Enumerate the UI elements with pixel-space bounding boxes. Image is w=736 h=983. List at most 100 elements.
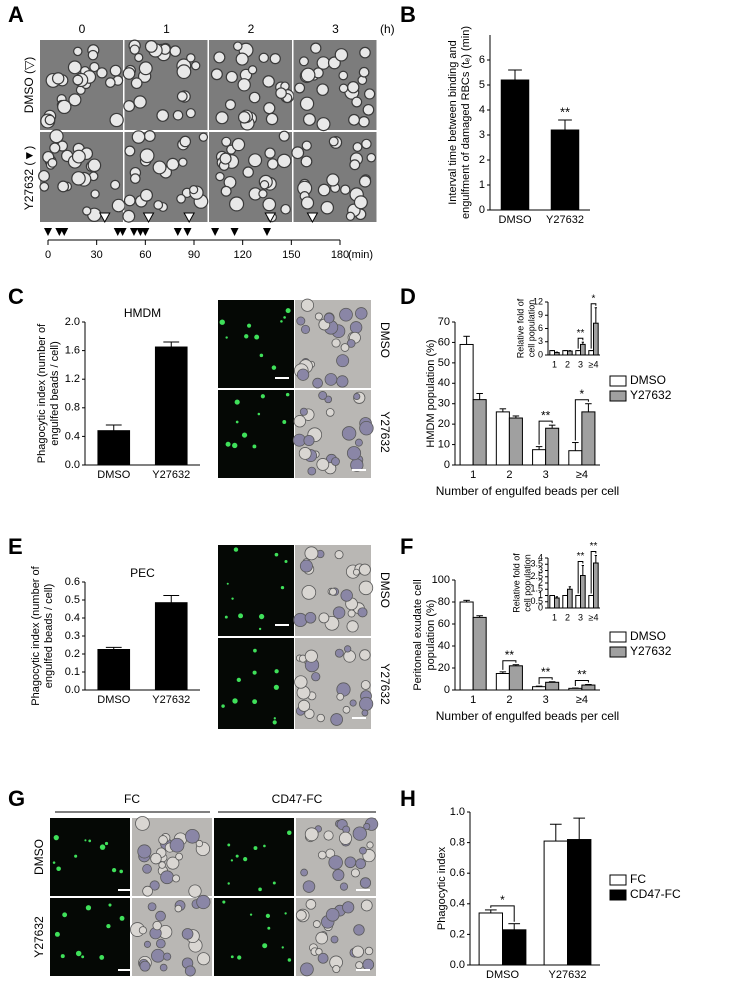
cell xyxy=(300,155,313,168)
cell xyxy=(220,185,232,197)
y-tick-label: 0.6 xyxy=(450,867,465,879)
cell xyxy=(111,198,126,213)
cell xyxy=(302,880,316,893)
cell xyxy=(359,846,367,855)
cell xyxy=(360,899,373,912)
time-unit: (h) xyxy=(380,22,395,36)
micrograph xyxy=(294,638,374,729)
cell xyxy=(247,65,258,75)
row-label: Y27632 (▼) xyxy=(22,146,36,211)
cell xyxy=(324,373,338,386)
cell xyxy=(342,705,351,714)
y-tick-label: 0.5 xyxy=(530,596,543,606)
cell xyxy=(89,61,100,73)
cell xyxy=(169,45,182,57)
fluorescent-bead xyxy=(263,844,266,848)
cell xyxy=(262,197,277,212)
cell xyxy=(340,589,353,602)
cell xyxy=(351,96,363,108)
bar xyxy=(549,350,556,356)
cell xyxy=(196,894,211,910)
cell xyxy=(166,157,180,171)
cell xyxy=(172,874,181,883)
cell xyxy=(150,852,162,865)
significance-bracket xyxy=(574,680,589,687)
cell xyxy=(353,924,365,936)
bar xyxy=(154,346,188,466)
significance-label: ** xyxy=(590,541,598,552)
panel-letter: B xyxy=(400,2,416,27)
fluorescent-bead xyxy=(108,903,112,907)
bar xyxy=(545,681,560,691)
cell xyxy=(152,920,162,931)
row-label: DMSO (▽) xyxy=(22,57,36,114)
bar xyxy=(459,343,474,466)
cell xyxy=(304,649,318,663)
fluorescent-bead xyxy=(62,912,68,918)
micrograph xyxy=(209,130,292,223)
significance-bracket xyxy=(574,399,589,441)
legend-swatch xyxy=(609,874,627,886)
x-tick-label: 1 xyxy=(470,694,476,706)
cell xyxy=(291,146,305,160)
y-axis-label: Peritoneal exudate cell xyxy=(412,579,424,690)
bar xyxy=(580,343,586,356)
bar xyxy=(581,411,596,466)
error-bar xyxy=(105,424,122,431)
micrograph xyxy=(295,898,376,977)
cell xyxy=(300,324,311,334)
cell xyxy=(184,965,196,977)
cell xyxy=(130,77,143,90)
cell xyxy=(316,83,329,96)
significance-bracket xyxy=(590,551,597,594)
row-label: DMSO xyxy=(32,839,46,875)
x-tick-label: 30 xyxy=(91,249,103,261)
cell xyxy=(318,391,328,400)
y-tick-label: 0.0 xyxy=(65,684,80,696)
cell xyxy=(361,138,372,150)
cell xyxy=(276,153,292,169)
cell xyxy=(225,70,238,84)
cell xyxy=(123,100,136,112)
legend-label: DMSO xyxy=(630,373,666,387)
image-background xyxy=(218,638,294,729)
x-tick-label: 0 xyxy=(45,249,51,261)
cell xyxy=(358,175,372,188)
significance-label: ** xyxy=(505,648,515,662)
micrograph xyxy=(122,39,208,130)
y-tick-label: 3.5 xyxy=(530,559,543,569)
cell xyxy=(364,946,374,956)
cell xyxy=(275,87,287,99)
fluorescent-bead xyxy=(254,334,260,340)
x-tick-label: ≥4 xyxy=(589,612,599,622)
fluorescent-bead xyxy=(219,319,225,325)
bar xyxy=(154,602,188,691)
cell xyxy=(359,420,374,436)
bar xyxy=(581,684,596,691)
cell xyxy=(51,72,65,85)
filled-marker xyxy=(141,228,150,236)
cell xyxy=(71,171,86,186)
bar xyxy=(575,595,582,609)
cell xyxy=(352,568,360,576)
cell xyxy=(280,203,291,215)
legend-label: Y27632 xyxy=(630,388,672,402)
cell xyxy=(316,56,331,70)
cell xyxy=(263,102,276,115)
y-tick-label: 80 xyxy=(438,596,450,608)
cell xyxy=(158,835,168,845)
panel-letter: G xyxy=(8,786,25,811)
fluorescent-bead xyxy=(253,846,258,851)
cell xyxy=(151,948,165,963)
cell xyxy=(351,945,365,958)
panel-letter: C xyxy=(8,284,24,309)
y-axis-label: Phagocytic index (number of xyxy=(36,323,48,463)
x-axis-label: Number of engulfed beads per cell xyxy=(436,484,619,498)
cell xyxy=(312,920,321,928)
fluorescent-bead xyxy=(231,597,234,600)
cell xyxy=(359,696,374,711)
x-tick-label: 2 xyxy=(565,359,570,369)
image-background xyxy=(218,300,294,388)
cell xyxy=(346,620,359,633)
x-tick-label: DMSO xyxy=(97,469,130,481)
